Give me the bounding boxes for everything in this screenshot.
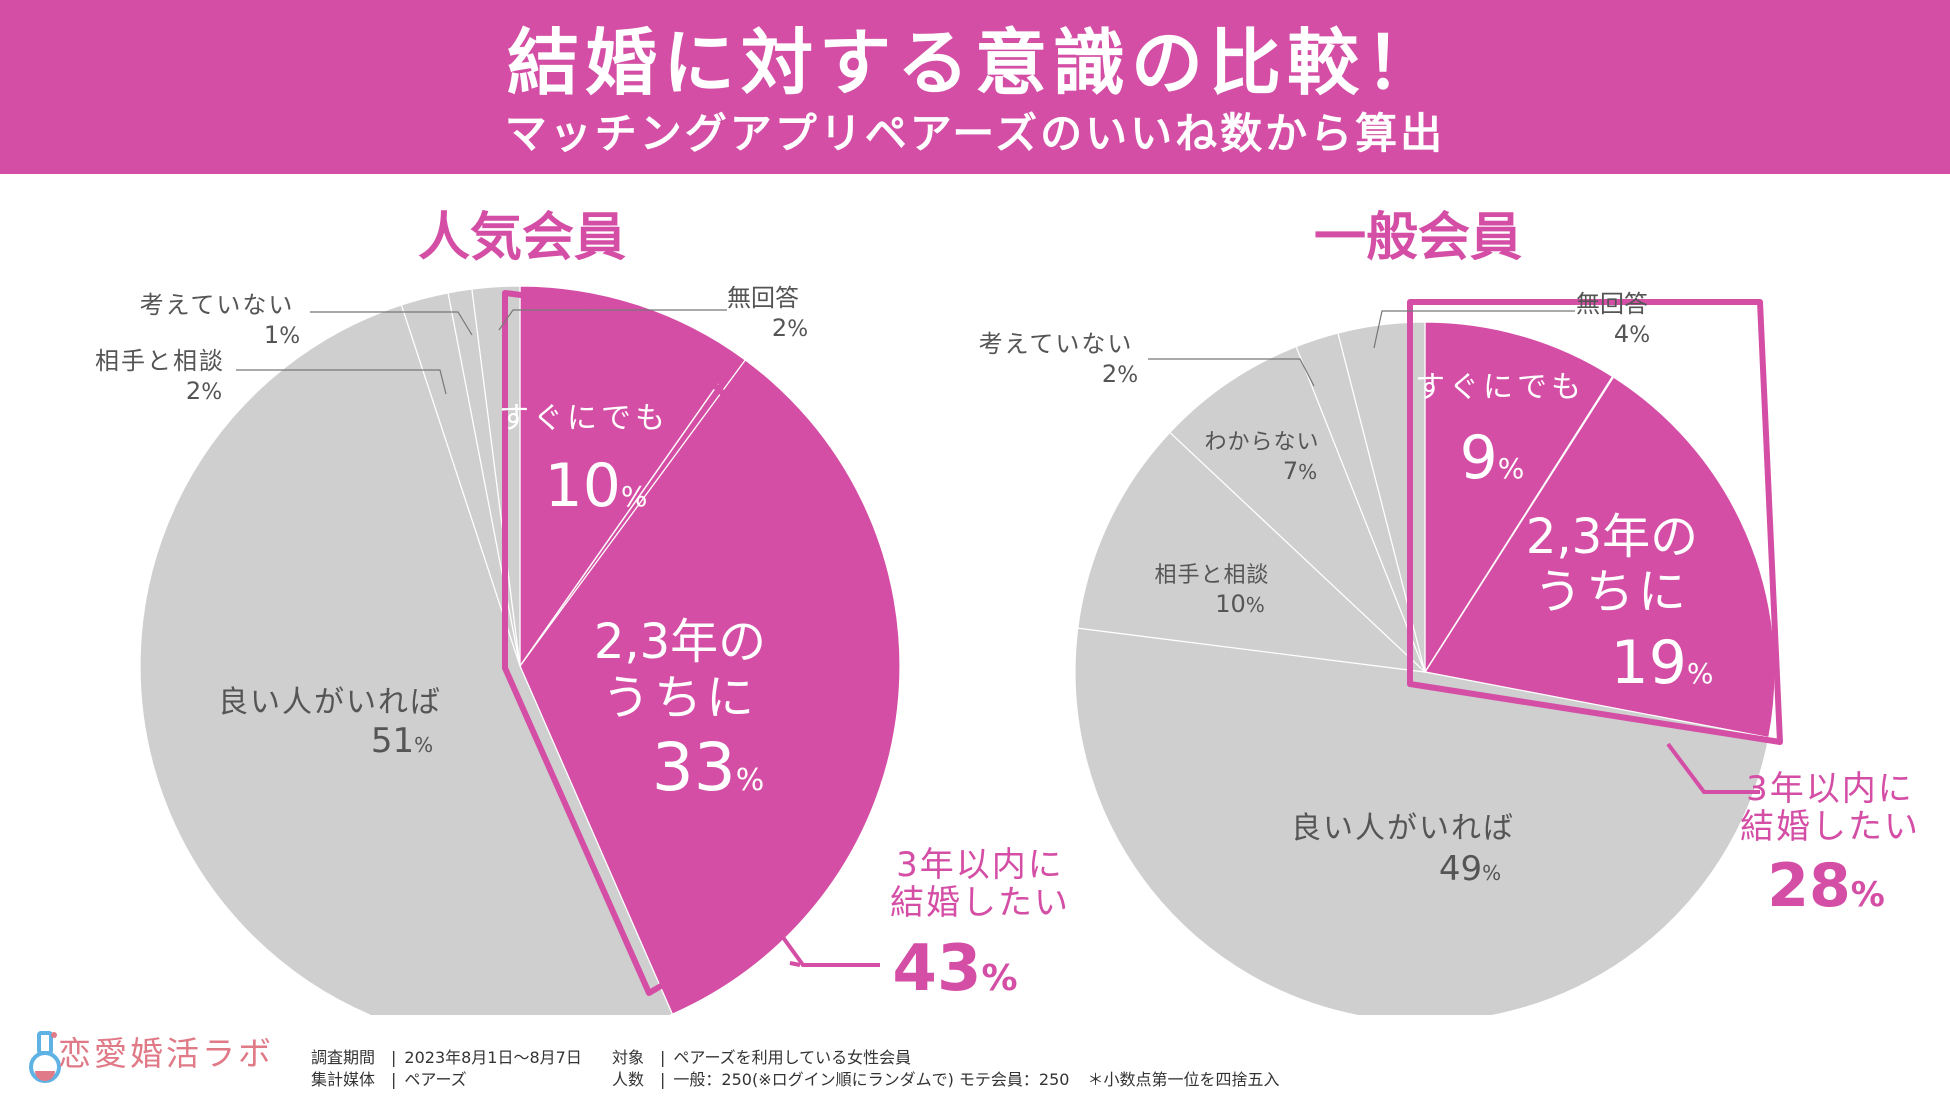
brand-logo-text: 恋愛婚活ラボ (58, 1034, 274, 1073)
rounding-note: ＊小数点第一位を四捨五入 (1087, 1070, 1280, 1089)
slice-label-popular-noanswer: 無回答 (727, 284, 799, 312)
slice-label-popular-soon: すぐにでも (499, 401, 669, 436)
value-text: 28 (1767, 851, 1851, 921)
pie-slice-3 (1077, 431, 1427, 673)
slice-label-general-noanswer: 無回答 (1576, 290, 1648, 318)
media-label: 集計媒体 (311, 1070, 376, 1089)
leader-line-popular-noanswer (498, 309, 727, 331)
slice-value-popular-consult: 2% (186, 377, 222, 405)
value-text: 10 (1215, 590, 1246, 618)
slice-label-popular-consult: 相手と相談 (95, 347, 225, 375)
pie-popular (139, 285, 901, 1015)
slice-value-general-unknown: 7% (1283, 457, 1317, 485)
value-text: 33 (652, 729, 736, 806)
summary-leader-popular (780, 934, 880, 967)
chart-popular: 人気会員 すぐにでも 10% 2,3年の うちに 33% 良い人がいれば 51%… (95, 208, 1070, 1015)
footer: 恋愛婚活ラボ 調査期間 | 2023年8月1日～8月7日 集計媒体 | ペアーズ 対象 |… (0, 1015, 1950, 1097)
summary-leader-popular-tail (789, 961, 801, 967)
slice-label-general-soon: すぐにでも (1415, 370, 1585, 405)
slice-value-popular-noanswer: 2% (772, 314, 808, 342)
slice-label-popular-ifgood: 良い人がいれば (218, 685, 442, 720)
value-text: 19 (1611, 628, 1687, 698)
slice-value-general-soon: 9% (1460, 423, 1525, 493)
pie-slice-1 (1424, 375, 1776, 739)
value-text: 2 (186, 377, 201, 405)
survey-period: 2023年8月1日～8月7日 (404, 1048, 582, 1067)
slice-label-general-23y-line1: 2,3年の (1526, 509, 1698, 565)
value-text: 49 (1439, 849, 1482, 889)
count-label: 人数 (612, 1070, 645, 1089)
count: 一般：250(※ログイン順にランダムで) モテ会員：250 (673, 1070, 1070, 1089)
pie-charts: 人気会員 すぐにでも 10% 2,3年の うちに 33% 良い人がいれば 51%… (95, 208, 1920, 1015)
pie-slice-0 (1424, 321, 1614, 675)
slice-divider (519, 383, 719, 667)
summary-label-general-line1: 3年以内に (1746, 769, 1914, 809)
pie-slice-2 (1074, 627, 1770, 1015)
value-text: 51 (371, 721, 414, 761)
chart-title-general: 一般会員 (1314, 208, 1522, 268)
value-text: 2 (772, 314, 787, 342)
slice-value-general-noanswer: 4% (1614, 320, 1650, 348)
slice-divider (1424, 375, 1615, 673)
highlight-outline-general (1407, 299, 1783, 745)
summary-value-popular: 43% (892, 932, 1017, 1006)
target-label: 対象 (612, 1048, 645, 1067)
slice-label-popular-notthinking: 考えていない (140, 291, 295, 319)
leader-line-popular-consult (236, 369, 447, 395)
target: ペアーズを利用している女性会員 (673, 1048, 912, 1067)
leader-line-general-noanswer (1373, 310, 1575, 349)
summary-value-general: 28% (1767, 851, 1885, 921)
value-text: 10 (545, 451, 621, 521)
survey-period-label: 調査期間 (311, 1048, 376, 1067)
leader-line-popular-notthinking (310, 311, 473, 336)
slice-label-general-23y-line2: うちに (1534, 564, 1690, 620)
page-title: 結婚に対する意識の比較！ (506, 21, 1443, 105)
chart-general: 一般会員 すぐにでも 9% 2,3年の うちに 19% 良い人がいれば 49% … (979, 208, 1920, 1015)
slice-value-general-ifgood: 49% (1439, 849, 1501, 889)
pie-slice-0 (519, 285, 747, 668)
pie-slice-1 (519, 359, 901, 1015)
slice-value-popular-23y: 33% (652, 729, 765, 806)
slice-label-general-unknown: わからない (1204, 430, 1319, 455)
value-text: 1 (264, 321, 279, 349)
slice-value-popular-notthinking: 1% (264, 321, 300, 349)
highlight-outline-popular (502, 290, 844, 996)
survey-meta-left: 調査期間 | 2023年8月1日～8月7日 集計媒体 | ペアーズ (311, 1048, 582, 1089)
pie-slice-4 (1169, 345, 1426, 673)
value-text: 7 (1283, 457, 1298, 485)
slice-label-general-consult: 相手と相談 (1154, 563, 1269, 588)
summary-label-general-line2: 結婚したい (1740, 807, 1920, 847)
leader-line-general-notthinking (1148, 358, 1315, 387)
pie-slice-6 (1337, 321, 1426, 673)
value-text: 4 (1614, 320, 1629, 348)
survey-meta-right: 対象 | ペアーズを利用している女性会員 人数 | 一般：250(※ログイン順にランダム… (612, 1048, 1280, 1089)
slice-value-popular-soon: 10% (545, 451, 648, 521)
slice-value-general-23y: 19% (1611, 628, 1714, 698)
slice-label-popular-23y-line2: うちに (602, 670, 758, 726)
value-text: 2 (1102, 360, 1117, 388)
slice-label-popular-23y-line1: 2,3年の (594, 614, 766, 670)
slice-label-general-notthinking: 考えていない (979, 330, 1134, 358)
page-subtitle: マッチングアプリペアーズのいいね数から算出 (504, 109, 1446, 158)
summary-leader-general (1666, 742, 1760, 794)
header-banner: 結婚に対する意識の比較！ マッチングアプリペアーズのいいね数から算出 (0, 0, 1950, 174)
slice-value-popular-ifgood: 51% (371, 721, 433, 761)
slice-label-general-ifgood: 良い人がいれば (1291, 811, 1515, 846)
pie-dividers-popular (519, 383, 719, 667)
value-text: 9 (1460, 423, 1498, 493)
flask-logo-icon (29, 1031, 61, 1083)
slice-value-general-notthinking: 2% (1102, 360, 1138, 388)
chart-title-popular: 人気会員 (418, 208, 626, 268)
pie-slice-2 (139, 304, 674, 1015)
media: ペアーズ (404, 1070, 467, 1089)
summary-label-popular-line2: 結婚したい (890, 883, 1070, 923)
pie-general (1074, 321, 1776, 1015)
value-text: 43 (892, 932, 981, 1006)
summary-label-popular-line1: 3年以内に (896, 845, 1064, 885)
pie-dividers-general (1424, 375, 1615, 673)
slice-value-general-consult: 10% (1215, 590, 1265, 618)
